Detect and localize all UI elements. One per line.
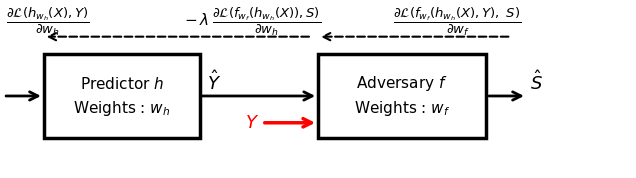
Text: $\dfrac{\partial\mathcal{L}(f_{w_f}(h_{w_h}(X)),S)}{\partial w_h}$: $\dfrac{\partial\mathcal{L}(f_{w_f}(h_{w…	[212, 5, 321, 38]
Text: $\dfrac{\partial\mathcal{L}(h_{w_h}(X),Y)}{\partial w_h}$: $\dfrac{\partial\mathcal{L}(h_{w_h}(X),Y…	[6, 5, 90, 38]
Text: Adversary $f$: Adversary $f$	[356, 74, 448, 93]
Text: $\hat{S}$: $\hat{S}$	[530, 70, 543, 94]
Text: $-\,\lambda$: $-\,\lambda$	[184, 12, 209, 28]
Text: Predictor $h$: Predictor $h$	[80, 76, 163, 92]
Text: Weights : $w_h$: Weights : $w_h$	[73, 99, 170, 118]
Text: Weights : $w_f$: Weights : $w_f$	[354, 99, 450, 118]
Bar	[44, 54, 200, 138]
Text: $\hat{Y}$: $\hat{Y}$	[207, 70, 221, 94]
Text: $Y$: $Y$	[245, 114, 259, 132]
Bar	[318, 54, 487, 138]
Text: $\dfrac{\partial\mathcal{L}(f_{w_f}(h_{w_h}(X),Y),\ S)}{\partial w_f}$: $\dfrac{\partial\mathcal{L}(f_{w_f}(h_{w…	[393, 5, 521, 38]
